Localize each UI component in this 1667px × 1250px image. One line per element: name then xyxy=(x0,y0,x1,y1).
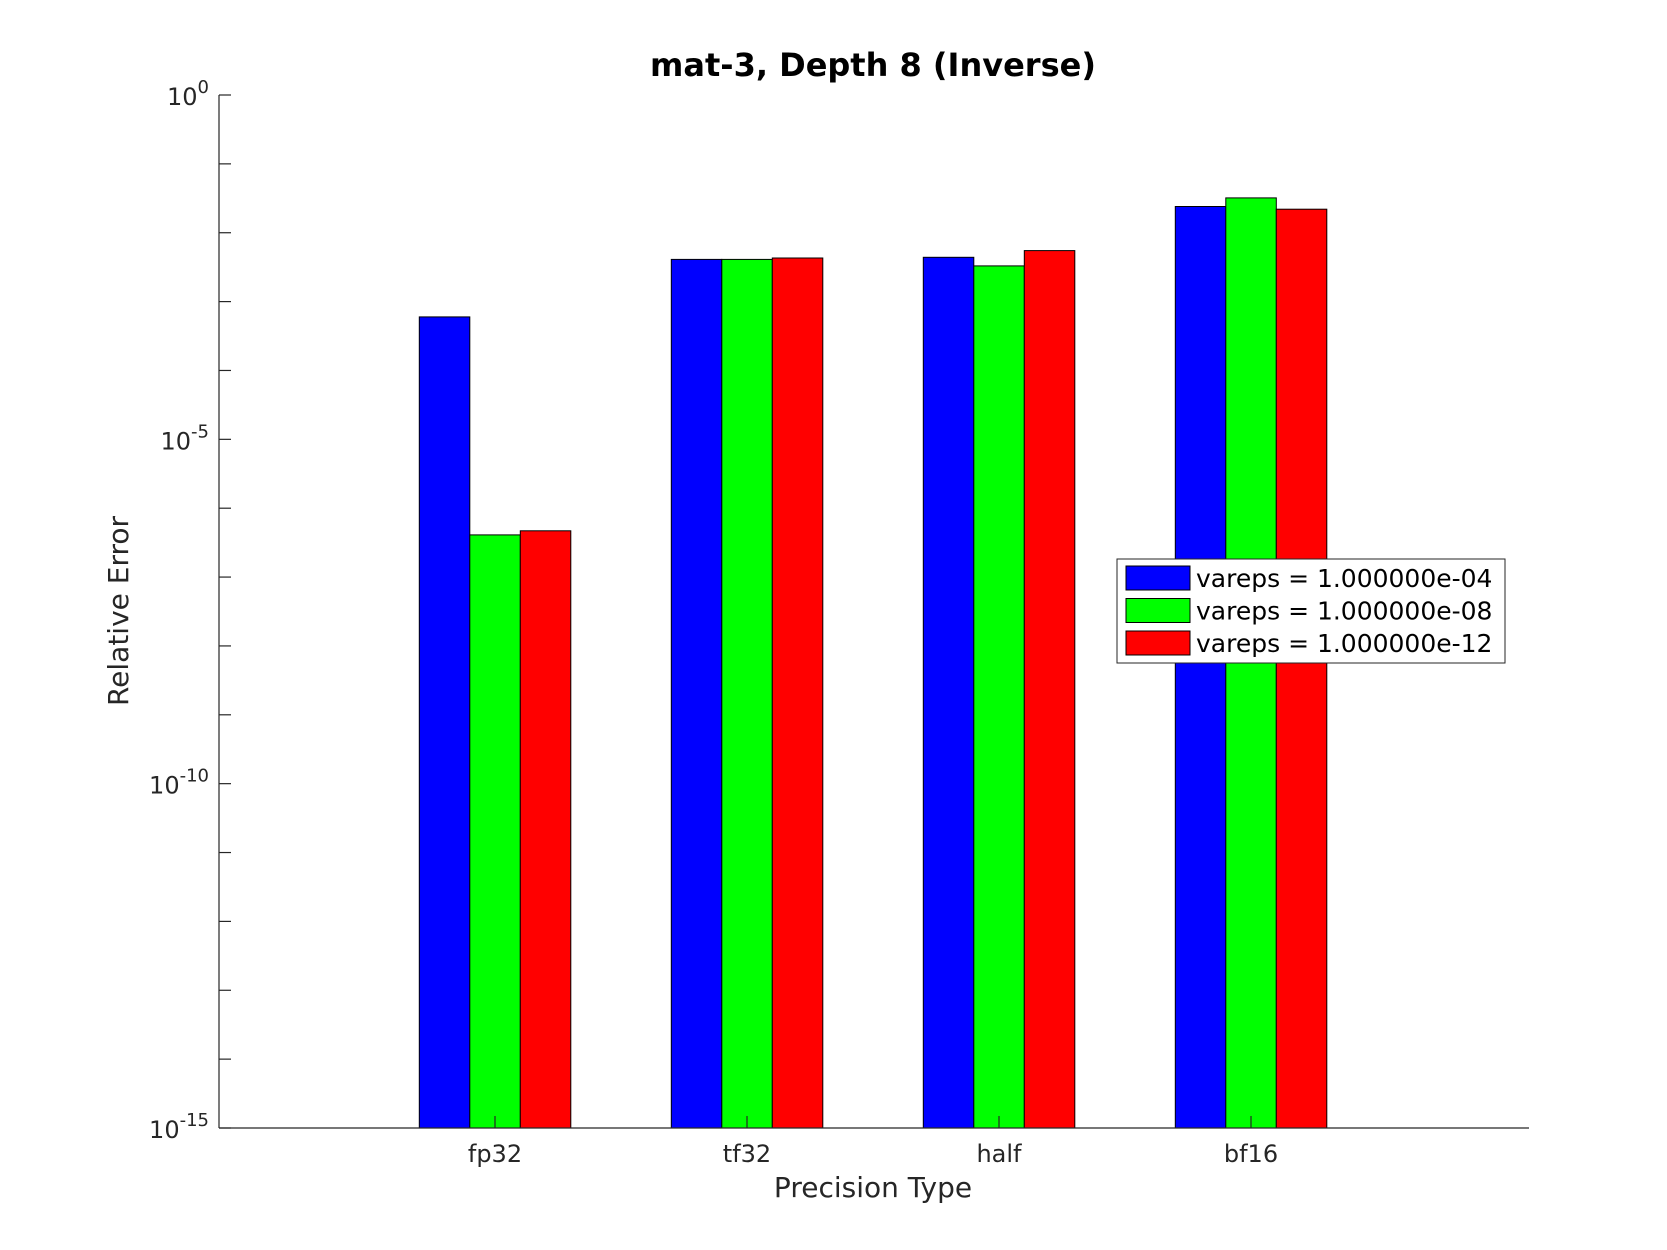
y-tick-label: 10-5 xyxy=(161,421,210,455)
y-axis-label: Relative Error xyxy=(102,515,135,706)
bar-bf16-series-1 xyxy=(1174,206,1227,1129)
bar-bf16-series-3 xyxy=(1275,208,1328,1129)
legend-label-2: vareps = 1.000000e-08 xyxy=(1196,597,1492,626)
y-tick-label: 10-15 xyxy=(149,1110,209,1144)
x-tick-label-fp32: fp32 xyxy=(468,1140,522,1168)
bar-half-series-3 xyxy=(1023,250,1076,1129)
y-tick-exponent: -15 xyxy=(180,1110,209,1131)
bar-tf32-series-3 xyxy=(771,257,824,1129)
legend-swatch-3 xyxy=(1125,630,1191,656)
legend-label-3: vareps = 1.000000e-12 xyxy=(1196,629,1492,658)
x-tick-label-half: half xyxy=(976,1140,1022,1168)
legend-swatch-1 xyxy=(1125,565,1191,591)
axes-group xyxy=(218,94,1529,1129)
chart-title: mat-3, Depth 8 (Inverse) xyxy=(650,46,1096,84)
y-tick-exponent: 0 xyxy=(198,77,209,98)
y-tick-exponent: -10 xyxy=(180,766,209,787)
y-tick-label: 10-10 xyxy=(149,766,209,800)
x-ticks-group: fp32 tf32 half bf16 xyxy=(468,1140,1278,1168)
bar-tf32-series-2 xyxy=(721,258,773,1129)
bar-fp32-series-3 xyxy=(519,530,572,1129)
y-tick-exponent: -5 xyxy=(191,421,209,442)
bars-group xyxy=(418,197,1328,1129)
bar-half-series-1 xyxy=(922,256,975,1129)
y-tick-base: 10 xyxy=(149,1116,180,1144)
legend-label-1: vareps = 1.000000e-04 xyxy=(1196,564,1492,593)
bar-tf32-series-1 xyxy=(670,258,723,1129)
y-tick-base: 10 xyxy=(149,772,180,800)
bar-fp32-series-2 xyxy=(469,534,521,1129)
bar-half-series-2 xyxy=(973,265,1025,1129)
x-tick-label-bf16: bf16 xyxy=(1224,1140,1278,1168)
y-tick-label: 100 xyxy=(167,77,209,111)
legend: vareps = 1.000000e-04 vareps = 1.000000e-… xyxy=(1116,558,1506,664)
legend-swatch-2 xyxy=(1125,598,1191,623)
y-tick-base: 10 xyxy=(161,427,192,455)
x-axis-label: Precision Type xyxy=(774,1171,972,1204)
y-tick-base: 10 xyxy=(167,83,198,111)
x-tick-label-tf32: tf32 xyxy=(723,1140,771,1168)
bar-fp32-series-1 xyxy=(418,316,471,1129)
